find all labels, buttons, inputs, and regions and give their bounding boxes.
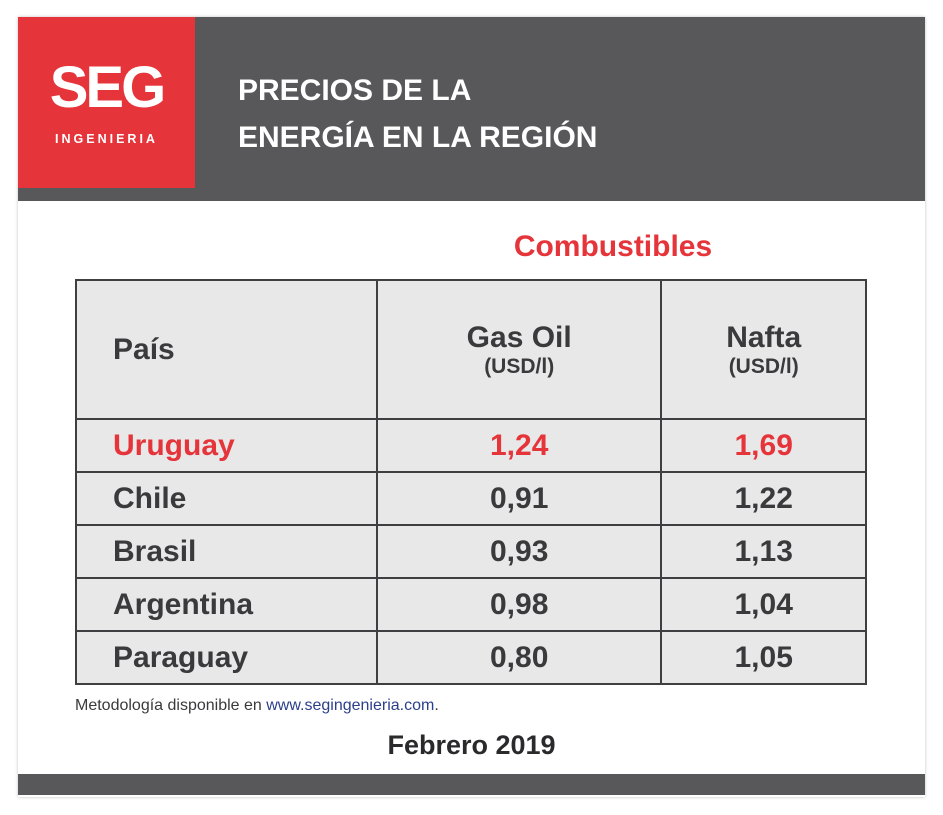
header-bar: SEG INGENIERIA PRECIOS DE LA ENERGÍA EN … xyxy=(18,17,925,201)
nafta-cell: 1,13 xyxy=(660,524,867,579)
prices-table: País Gas Oil (USD/l) Nafta (USD/l) Urugu… xyxy=(75,279,867,685)
table-row: Paraguay 0,80 1,05 xyxy=(75,630,867,685)
logo-main-text: SEG xyxy=(49,55,167,120)
title-line-2: ENERGÍA EN LA REGIÓN xyxy=(238,121,598,154)
country-cell: Brasil xyxy=(75,524,378,579)
methodology-note: Metodología disponible en www.segingenie… xyxy=(75,697,439,715)
table-row: Uruguay 1,24 1,69 xyxy=(75,418,867,473)
table-row: Brasil 0,93 1,13 xyxy=(75,524,867,579)
header-gas-oil-label: Gas Oil xyxy=(466,320,572,354)
header-nafta-unit: (USD/l) xyxy=(728,354,799,378)
section-title: Combustibles xyxy=(513,230,713,263)
country-cell: Paraguay xyxy=(75,630,378,685)
logo-sub-text: INGENIERIA xyxy=(55,132,158,146)
gas-oil-cell: 0,91 xyxy=(375,471,663,526)
country-cell: Chile xyxy=(75,471,378,526)
methodology-prefix: Metodología disponible en xyxy=(75,697,267,714)
header-gas-oil-unit: (USD/l) xyxy=(484,354,555,378)
methodology-suffix: . xyxy=(434,697,439,714)
nafta-cell: 1,04 xyxy=(660,577,867,632)
title-line-1: PRECIOS DE LA xyxy=(238,74,472,107)
header-country-label: País xyxy=(113,332,175,366)
country-cell: Argentina xyxy=(75,577,378,632)
table-header-row: País Gas Oil (USD/l) Nafta (USD/l) xyxy=(75,279,867,420)
gas-oil-cell: 0,93 xyxy=(375,524,663,579)
price-card: SEG INGENIERIA PRECIOS DE LA ENERGÍA EN … xyxy=(18,17,925,797)
gas-oil-cell: 0,98 xyxy=(375,577,663,632)
header-nafta-label: Nafta xyxy=(726,320,802,354)
table-row: Argentina 0,98 1,04 xyxy=(75,577,867,632)
page-title: PRECIOS DE LA ENERGÍA EN LA REGIÓN xyxy=(238,67,597,161)
header-gas-oil: Gas Oil (USD/l) xyxy=(375,279,663,420)
gas-oil-cell: 0,80 xyxy=(375,630,663,685)
nafta-cell: 1,05 xyxy=(660,630,867,685)
table-row: Chile 0,91 1,22 xyxy=(75,471,867,526)
gas-oil-cell: 1,24 xyxy=(375,418,663,473)
nafta-cell: 1,69 xyxy=(660,418,867,473)
nafta-cell: 1,22 xyxy=(660,471,867,526)
header-country: País xyxy=(75,279,378,420)
header-nafta: Nafta (USD/l) xyxy=(660,279,867,420)
country-cell: Uruguay xyxy=(75,418,378,473)
date-label: Febrero 2019 xyxy=(387,730,556,760)
footer-bar xyxy=(18,774,925,795)
methodology-link[interactable]: www.segingenieria.com xyxy=(266,697,435,714)
seg-logo: SEG INGENIERIA xyxy=(18,17,195,188)
